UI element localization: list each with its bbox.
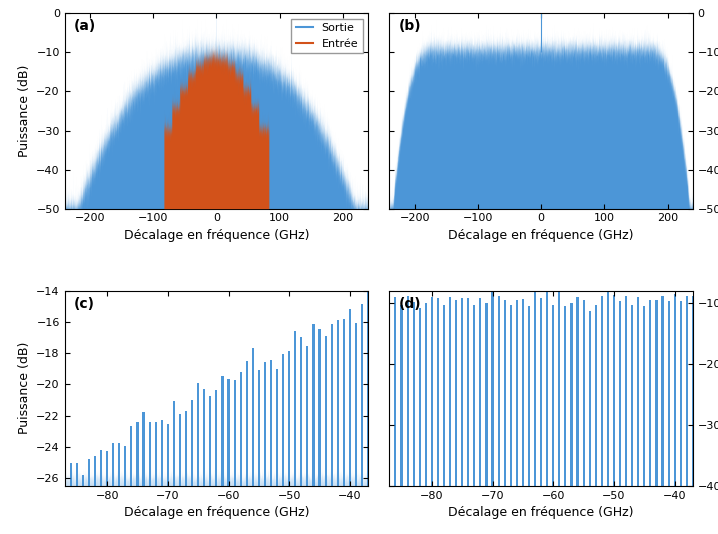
X-axis label: Décalage en fréquence (GHz): Décalage en fréquence (GHz) — [123, 229, 309, 242]
Y-axis label: Puissance (dB): Puissance (dB) — [17, 342, 31, 435]
Text: (c): (c) — [74, 296, 95, 310]
Text: (b): (b) — [398, 19, 421, 33]
X-axis label: Décalage en fréquence (GHz): Décalage en fréquence (GHz) — [448, 229, 634, 242]
X-axis label: Décalage en fréquence (GHz): Décalage en fréquence (GHz) — [123, 506, 309, 520]
Text: (d): (d) — [398, 296, 421, 310]
Text: (a): (a) — [74, 19, 96, 33]
Legend: Sortie, Entrée: Sortie, Entrée — [292, 19, 363, 53]
X-axis label: Décalage en fréquence (GHz): Décalage en fréquence (GHz) — [448, 506, 634, 520]
Y-axis label: Puissance (dB): Puissance (dB) — [18, 65, 31, 157]
